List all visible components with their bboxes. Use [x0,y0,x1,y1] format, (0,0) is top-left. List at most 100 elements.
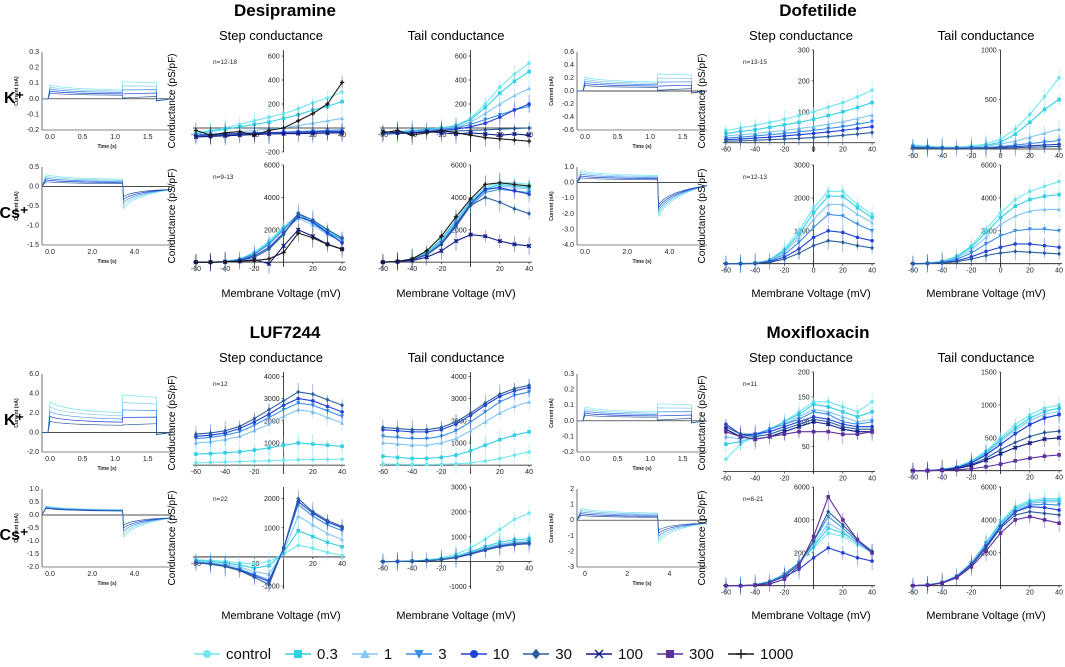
data-point [410,456,414,461]
y-tick-label: 2000 [981,550,997,557]
data-point [984,253,988,258]
data-point [797,136,801,141]
data-point [310,130,316,136]
data-point [512,386,517,391]
legend-symbol [665,650,674,658]
trace-line [42,90,173,102]
data-point [395,259,400,264]
data-point [911,468,915,473]
subplot-title-step: Step conductance [749,28,853,43]
legend-label: 3 [438,645,447,663]
data-point [738,138,743,144]
data-point [194,452,198,456]
data-point [1042,207,1047,212]
data-point [340,410,344,414]
y-tick-label: 6000 [981,163,997,170]
data-point [395,128,400,133]
data-point [954,468,959,472]
data-point [1042,416,1047,420]
data-point [424,427,429,432]
trace-line [577,410,708,424]
trace-line [576,513,708,534]
data-point [738,434,743,439]
current-trace: 0.3 0.2 0.1 0.0 -0.1 -0.2 0.0 0.5 1.0 1.5 Time (s)… [14,49,173,150]
data-point [527,450,531,454]
trace-line [41,505,173,539]
x-tick-label: -60 [908,153,918,160]
x-tick-label: -20 [249,266,259,273]
data-point [811,135,816,140]
trace-x-tick: 0.5 [78,134,88,141]
data-point [1057,97,1061,102]
data-point [295,131,301,136]
data-point [811,210,816,215]
trace-y-tick: -0.1 [27,111,39,118]
x-axis-label-tail: Membrane Voltage (mV) [926,610,1045,622]
data-point [1042,243,1047,248]
trace-y-tick: -0.2 [562,449,574,456]
trace-y-tick: -2.0 [27,564,39,571]
data-point [940,260,945,266]
data-point [325,540,330,545]
x-axis-label-tail: Membrane Voltage (mV) [396,288,515,300]
y-tick-label: 300 [798,48,810,55]
data-point [497,136,503,141]
trace-y-tick: 0.1 [29,80,39,87]
x-tick-label: 40 [338,469,346,476]
y-tick-label: -1000 [449,584,467,591]
data-point [424,130,429,135]
x-tick-label: 20 [839,590,847,597]
data-point [267,446,271,450]
trace-line [577,85,708,94]
legend-label: 0.3 [317,645,338,663]
y-axis-label: Conductance (pS/pF) [697,168,708,263]
data-point [281,232,286,237]
data-point [1056,435,1062,441]
data-point [954,146,959,151]
data-point [1042,107,1047,112]
series-30 [723,231,875,274]
data-point [281,398,286,404]
data-point [869,112,875,117]
data-point [1042,436,1047,442]
x-tick-label: 0 [999,153,1003,160]
data-point [738,583,743,588]
data-point [339,130,345,136]
data-point [811,235,816,240]
data-point [208,259,213,265]
data-point [267,407,271,413]
data-point [782,432,787,436]
data-point [826,546,831,550]
trace-x-tick: 1.0 [645,456,655,463]
trace-y-tick: 0.4 [564,62,574,69]
y-tick-label: 3000 [794,163,810,170]
trace-line [42,92,173,102]
x-tick-label: -20 [779,268,789,275]
data-point [325,415,330,420]
data-point [439,462,444,467]
data-point [281,443,286,447]
y-tick-label: 1000 [264,440,280,447]
data-point [1027,440,1033,446]
drug-title: Moxifloxacin [767,323,870,342]
x-tick-label: 0 [812,147,816,154]
data-point [870,238,874,243]
trace-line [576,175,708,209]
trace-y-tick: -0.2 [562,101,574,108]
row-cs: Cs⁺ 1.0 0.5 0.0 -0.5 -1.0 -1.5 -2.0 0.0 2.0 4.0 Tim… [0,485,533,623]
data-point [1013,518,1018,522]
trace-line [577,73,708,94]
trace-x-label: Time (s) [632,466,651,472]
data-point [296,458,301,462]
data-point [222,259,228,265]
data-point [811,225,816,230]
y-tick-label: 6000 [794,485,810,492]
data-point [439,248,444,254]
data-point [483,195,488,200]
trace-y-tick: -3 [568,564,574,571]
y-tick-label: 3000 [451,485,467,492]
data-point [483,410,488,415]
data-point [841,518,845,522]
